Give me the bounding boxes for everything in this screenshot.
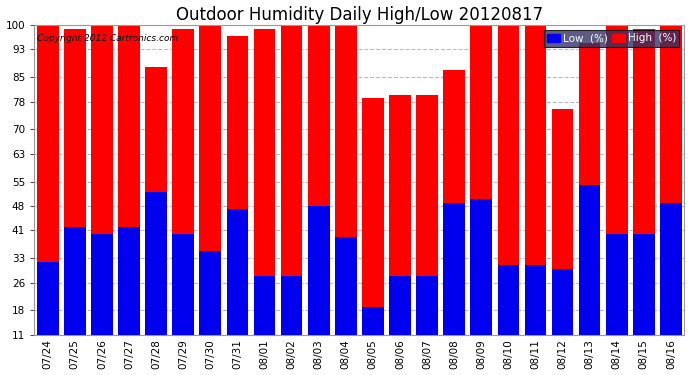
Bar <box>633 28 655 373</box>
Bar <box>633 234 655 373</box>
Bar <box>226 36 248 373</box>
Legend: Low  (%), High  (%): Low (%), High (%) <box>544 30 679 46</box>
Bar <box>91 25 112 373</box>
Bar <box>335 25 357 373</box>
Bar <box>118 25 140 373</box>
Bar <box>226 210 248 373</box>
Bar <box>389 94 411 373</box>
Bar <box>335 237 357 373</box>
Bar <box>172 234 194 373</box>
Bar <box>552 268 573 373</box>
Bar <box>416 94 438 373</box>
Bar <box>660 25 682 373</box>
Bar <box>443 202 465 373</box>
Bar <box>443 70 465 373</box>
Bar <box>308 25 330 373</box>
Bar <box>254 28 275 373</box>
Bar <box>199 25 221 373</box>
Bar <box>199 251 221 373</box>
Bar <box>497 25 519 373</box>
Bar <box>362 98 384 373</box>
Bar <box>579 42 600 373</box>
Bar <box>416 276 438 373</box>
Bar <box>146 192 167 373</box>
Bar <box>389 276 411 373</box>
Bar <box>37 262 59 373</box>
Bar <box>471 199 492 373</box>
Bar <box>524 25 546 373</box>
Bar <box>91 234 112 373</box>
Bar <box>606 25 627 373</box>
Bar <box>552 109 573 373</box>
Bar <box>471 25 492 373</box>
Bar <box>497 265 519 373</box>
Bar <box>308 206 330 373</box>
Title: Outdoor Humidity Daily High/Low 20120817: Outdoor Humidity Daily High/Low 20120817 <box>176 6 543 24</box>
Bar <box>146 67 167 373</box>
Bar <box>281 25 302 373</box>
Text: Copyright 2012 Cartronics.com: Copyright 2012 Cartronics.com <box>37 34 179 44</box>
Bar <box>37 25 59 373</box>
Bar <box>254 276 275 373</box>
Bar <box>64 28 86 373</box>
Bar <box>579 185 600 373</box>
Bar <box>118 227 140 373</box>
Bar <box>524 265 546 373</box>
Bar <box>362 307 384 373</box>
Bar <box>172 28 194 373</box>
Bar <box>281 276 302 373</box>
Bar <box>64 227 86 373</box>
Bar <box>606 234 627 373</box>
Bar <box>660 202 682 373</box>
